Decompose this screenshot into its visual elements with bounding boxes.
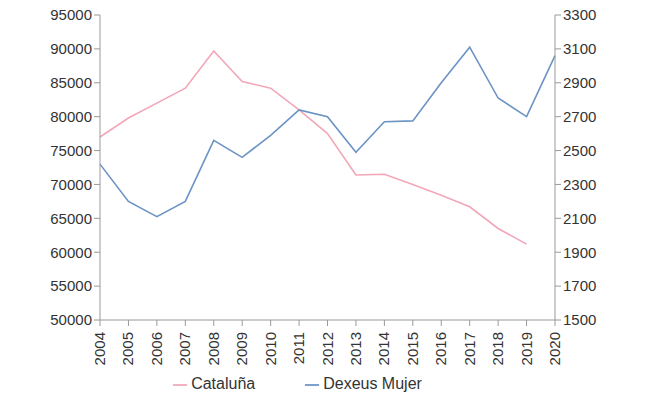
svg-text:2006: 2006 [148, 332, 165, 365]
svg-text:70000: 70000 [50, 176, 92, 193]
svg-text:2004: 2004 [91, 332, 108, 365]
svg-text:2300: 2300 [563, 176, 596, 193]
svg-text:2007: 2007 [176, 332, 193, 365]
svg-text:2008: 2008 [205, 332, 222, 365]
svg-text:1700: 1700 [563, 277, 596, 294]
svg-text:2014: 2014 [375, 332, 392, 365]
svg-text:75000: 75000 [50, 142, 92, 159]
svg-text:80000: 80000 [50, 108, 92, 125]
svg-text:95000: 95000 [50, 6, 92, 23]
html-text:Dexeus Mujer: Dexeus Mujer [323, 375, 422, 392]
svg-text:2012: 2012 [319, 332, 336, 365]
svg-text:3100: 3100 [563, 40, 596, 57]
svg-text:2018: 2018 [489, 332, 506, 365]
svg-text:2019: 2019 [518, 332, 535, 365]
svg-text:2011: 2011 [290, 332, 307, 364]
svg-text:2010: 2010 [262, 332, 279, 365]
svg-text:50000: 50000 [50, 311, 92, 328]
svg-text:65000: 65000 [50, 210, 92, 227]
svg-text:2005: 2005 [119, 332, 136, 365]
svg-text:55000: 55000 [50, 277, 92, 294]
svg-text:2100: 2100 [563, 210, 596, 227]
svg-text:2700: 2700 [563, 108, 596, 125]
svg-text:2013: 2013 [347, 332, 364, 365]
svg-text:3300: 3300 [563, 6, 596, 23]
svg-text:85000: 85000 [50, 74, 92, 91]
svg-text:90000: 90000 [50, 40, 92, 57]
html-text:Cataluña: Cataluña [191, 375, 256, 392]
svg-text:2020: 2020 [546, 332, 563, 365]
svg-text:2015: 2015 [404, 332, 421, 365]
svg-text:1500: 1500 [563, 311, 596, 328]
svg-text:2009: 2009 [233, 332, 250, 365]
svg-text:2017: 2017 [461, 332, 478, 365]
svg-text:2500: 2500 [563, 142, 596, 159]
svg-text:2016: 2016 [432, 332, 449, 365]
svg-text:2900: 2900 [563, 74, 596, 91]
svg-text:1900: 1900 [563, 244, 596, 261]
svg-text:60000: 60000 [50, 244, 92, 261]
